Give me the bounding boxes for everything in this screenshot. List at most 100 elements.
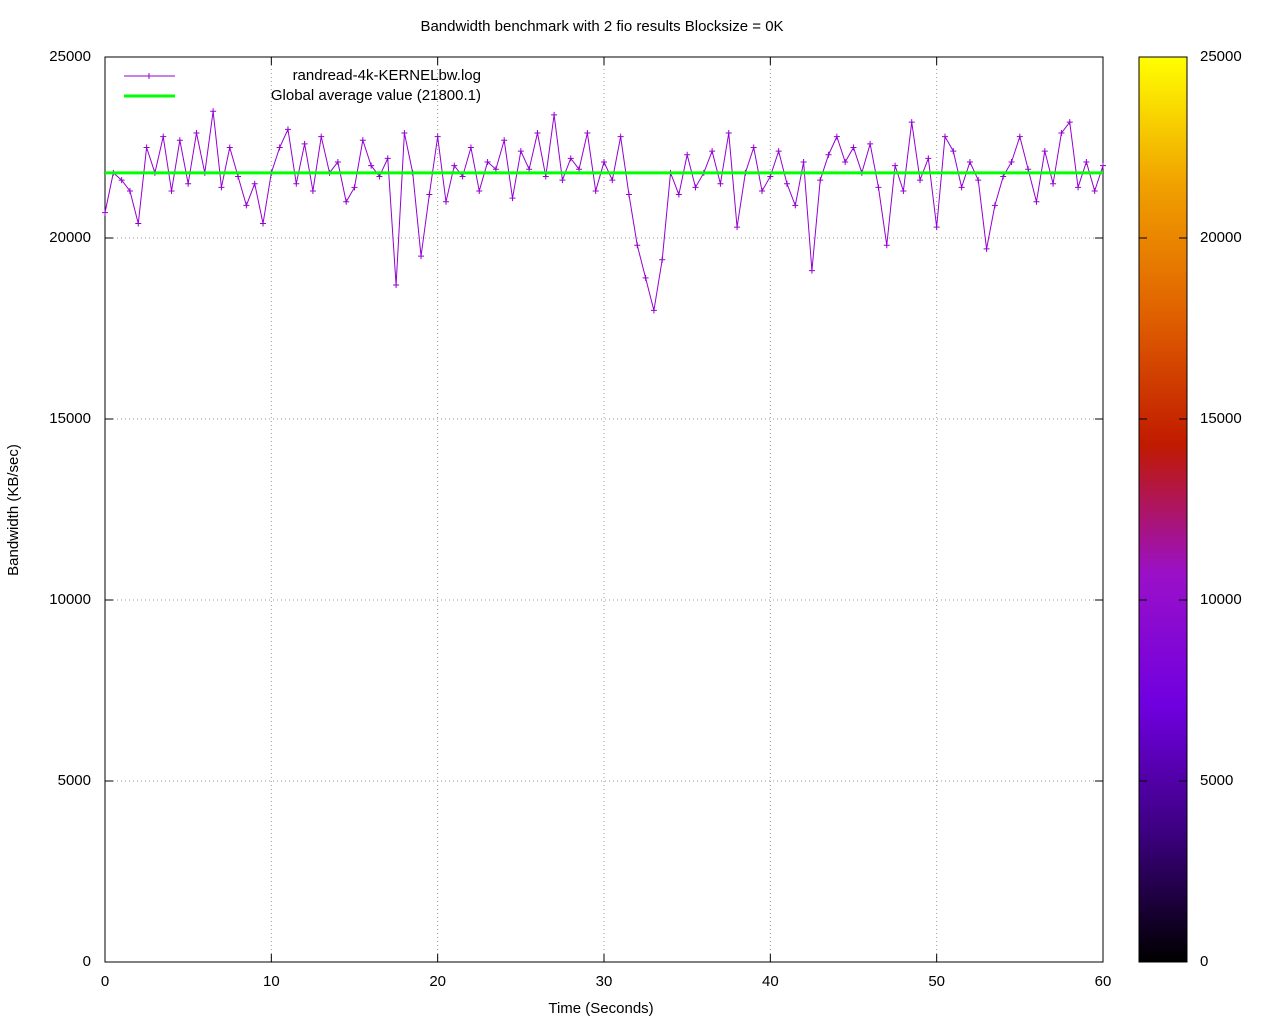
y-tick-label: 15000 — [49, 410, 91, 427]
data-point — [783, 180, 790, 187]
data-point — [418, 253, 425, 260]
y-tick-label: 25000 — [49, 48, 91, 65]
data-point — [185, 180, 192, 187]
data-point — [501, 137, 508, 144]
data-point — [975, 177, 982, 184]
data-point — [102, 209, 108, 216]
data-point — [334, 158, 341, 165]
data-point — [908, 119, 915, 126]
data-point — [883, 242, 890, 249]
data-point — [592, 187, 599, 194]
data-point — [1066, 119, 1073, 126]
data-point — [617, 133, 624, 140]
y-axis-label: Bandwidth (KB/sec) — [5, 444, 22, 576]
data-point — [235, 173, 242, 180]
data-point — [808, 267, 815, 274]
data-point — [542, 173, 549, 180]
data-point — [459, 173, 466, 180]
data-point — [792, 202, 799, 209]
data-point — [243, 202, 250, 209]
data-point — [168, 187, 175, 194]
data-point — [625, 191, 632, 198]
data-point — [484, 158, 491, 165]
data-point — [534, 130, 541, 137]
y-tick-label: 10000 — [49, 591, 91, 608]
x-tick-label: 20 — [429, 973, 446, 990]
data-point — [725, 130, 732, 137]
data-point — [210, 108, 217, 115]
data-point — [376, 173, 383, 180]
data-point — [684, 151, 691, 158]
data-point — [875, 184, 882, 191]
colorbar-tick-label: 10000 — [1200, 591, 1242, 608]
data-point — [1058, 130, 1065, 137]
data-point — [675, 191, 682, 198]
data-point — [576, 166, 583, 173]
legend-label: Global average value (21800.1) — [271, 87, 481, 104]
colorbar-tick-label: 0 — [1200, 953, 1208, 970]
x-axis-label: Time (Seconds) — [548, 1000, 653, 1017]
data-point — [1100, 162, 1106, 169]
data-point — [1075, 184, 1082, 191]
x-tick-label: 40 — [762, 973, 779, 990]
data-point — [734, 224, 741, 231]
data-point — [892, 162, 899, 169]
colorbar-tick-label: 15000 — [1200, 410, 1242, 427]
data-point — [717, 180, 724, 187]
data-point — [126, 187, 133, 194]
x-tick-label: 30 — [596, 973, 613, 990]
data-point — [950, 148, 957, 155]
data-point — [442, 198, 449, 205]
data-point — [659, 256, 666, 263]
data-point — [642, 274, 649, 281]
data-point — [301, 140, 308, 147]
data-point — [517, 148, 524, 155]
data-point — [260, 220, 267, 227]
data-point — [1083, 158, 1090, 165]
data-point — [958, 184, 965, 191]
data-point — [551, 111, 558, 118]
data-point — [368, 162, 375, 169]
data-point — [451, 162, 458, 169]
data-point — [467, 144, 474, 151]
data-point — [983, 245, 990, 252]
data-point — [359, 137, 366, 144]
data-point — [526, 166, 533, 173]
data-point — [900, 187, 907, 194]
data-point — [426, 191, 433, 198]
data-point — [226, 144, 233, 151]
data-point — [1050, 180, 1057, 187]
data-point — [559, 177, 566, 184]
data-point — [351, 184, 358, 191]
colorbar — [1138, 56, 1188, 963]
data-point — [1041, 148, 1048, 155]
data-point — [941, 133, 948, 140]
data-point — [966, 158, 973, 165]
plot-frame — [104, 56, 1104, 963]
data-point — [833, 133, 840, 140]
data-point — [867, 140, 874, 147]
data-point — [750, 144, 757, 151]
data-point — [767, 173, 774, 180]
colorbar-tick-label: 20000 — [1200, 229, 1242, 246]
data-point — [584, 130, 591, 137]
data-point — [850, 144, 857, 151]
x-tick-label: 10 — [263, 973, 280, 990]
data-point — [276, 144, 283, 151]
y-tick-label: 0 — [83, 953, 91, 970]
data-point — [933, 224, 940, 231]
data-point — [143, 144, 150, 151]
data-point — [991, 202, 998, 209]
data-point — [176, 137, 183, 144]
data-point — [601, 158, 607, 165]
data-point — [476, 187, 483, 194]
data-point — [567, 155, 574, 162]
x-tick-label: 60 — [1095, 973, 1112, 990]
data-point — [160, 133, 167, 140]
data-point — [193, 130, 200, 137]
data-point — [118, 177, 125, 184]
data-point — [135, 220, 142, 227]
y-tick-label: 20000 — [49, 229, 91, 246]
x-tick-label: 0 — [101, 973, 109, 990]
